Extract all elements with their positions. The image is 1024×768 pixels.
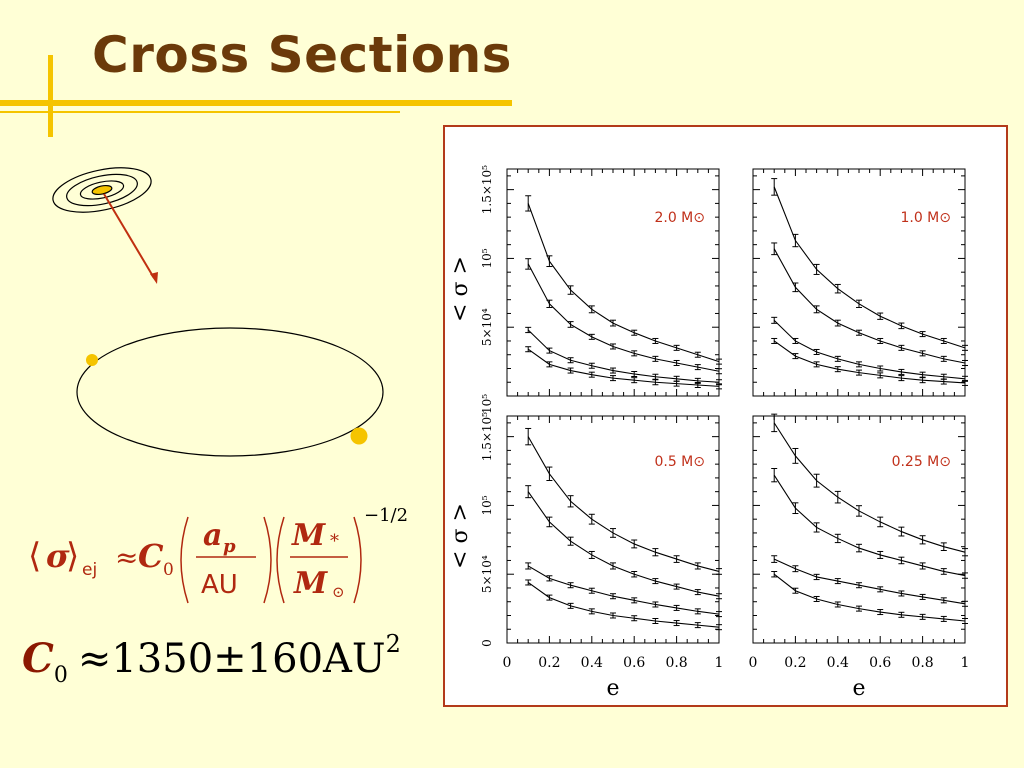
c0-result: C0 ≈1350±160AU2 xyxy=(22,630,401,688)
orbit-diagram xyxy=(52,167,384,457)
x-tick-label: 0.2 xyxy=(538,655,560,671)
x-tick-label: 0.8 xyxy=(665,655,687,671)
x-tick-label: 0.6 xyxy=(869,655,891,671)
formula-c: C xyxy=(138,537,164,575)
c0-sub: 0 xyxy=(53,663,68,688)
title-underline xyxy=(0,100,512,106)
c0-approx: ≈ xyxy=(77,636,112,682)
y-axis-label: < σ > xyxy=(448,503,473,569)
scattering-target-icon xyxy=(52,167,152,213)
x-tick-label: 1 xyxy=(715,655,724,671)
star-icon xyxy=(350,427,368,445)
panel-label: 2.0 M⊙ xyxy=(654,210,705,226)
series-line xyxy=(773,340,966,384)
formula-sigma: σ xyxy=(46,537,70,575)
title-underline-thin xyxy=(0,111,400,113)
series-line xyxy=(527,491,720,597)
y-tick-label: 1.5×10⁵ xyxy=(480,412,494,461)
formula-frac2-den-sub: ⊙ xyxy=(332,583,345,601)
y-tick-label: 10⁵ xyxy=(480,248,494,268)
formula-frac2-num: M xyxy=(291,518,326,553)
x-tick-label: 0.6 xyxy=(623,655,645,671)
x-tick-label: 1 xyxy=(961,655,970,671)
arrow-icon xyxy=(103,193,158,284)
panel-label: 0.25 M⊙ xyxy=(892,454,951,470)
title-vertical-accent xyxy=(48,55,53,137)
x-tick-label: 0.8 xyxy=(911,655,933,671)
y-tick-label: 5×10⁴ xyxy=(480,555,494,593)
series-line xyxy=(773,558,966,605)
series-line xyxy=(527,582,720,628)
series-line xyxy=(527,203,720,363)
y-tick-label: 10⁵ xyxy=(480,495,494,515)
x-tick-label: 0.4 xyxy=(581,655,603,671)
panel-label: 0.5 M⊙ xyxy=(654,454,705,470)
formula-frac1-num: a xyxy=(203,518,222,553)
figure-frame: 2.0 M⊙ 1.0 M⊙ 0.5 M⊙ 0.25 M⊙ 1.5×10⁵ 10⁵ 5×10⁴… xyxy=(443,125,1008,707)
formula-c-sub: 0 xyxy=(163,560,174,580)
orbit-ellipse xyxy=(76,327,384,457)
svg-text:⟨: ⟨ xyxy=(28,536,41,576)
x-tick-label: 0.2 xyxy=(784,655,806,671)
x-tick-label: 0 xyxy=(503,655,512,671)
y-tick-label: 1.5×10⁵ xyxy=(480,165,494,214)
c0-pm: ± xyxy=(213,636,247,682)
formula-exponent: −1/2 xyxy=(364,505,408,526)
formula-frac2-den: M xyxy=(293,566,328,601)
series-line xyxy=(527,348,720,387)
formula-frac1-num-sub: p xyxy=(223,536,236,557)
series-line xyxy=(773,422,966,553)
slide-title: Cross Sections xyxy=(92,26,512,84)
series-line xyxy=(527,565,720,615)
x-axis-label: e xyxy=(606,676,619,701)
formula-frac2-num-sub: * xyxy=(330,531,339,552)
series-line xyxy=(773,248,966,364)
series-line xyxy=(527,329,720,383)
y-tick-label: 10⁵ xyxy=(480,394,494,414)
series-line xyxy=(527,436,720,572)
panel-frame xyxy=(506,168,720,397)
c0-unit-power: 2 xyxy=(385,630,401,658)
y-axis-label: < σ > xyxy=(448,256,473,322)
y-tick-label: 5×10⁴ xyxy=(480,308,494,346)
series-line xyxy=(773,573,966,622)
c0-error: 160 xyxy=(246,636,324,682)
panel-label: 1.0 M⊙ xyxy=(900,210,951,226)
c0-value: 1350 xyxy=(111,636,214,682)
series-line xyxy=(773,186,966,349)
cross-section-chart: 2.0 M⊙ 1.0 M⊙0.5 M⊙ 0.25 M⊙1.5×10⁵10⁵5×10⁴… xyxy=(448,165,970,701)
formula-frac1-den: AU xyxy=(201,570,238,600)
formula-sigma-sub: ej xyxy=(82,560,97,580)
series-line xyxy=(773,474,966,577)
x-axis-label: e xyxy=(852,676,865,701)
planet-icon xyxy=(86,354,98,366)
y-tick-label: 0 xyxy=(480,639,494,647)
series-line xyxy=(527,263,720,372)
c0-unit: AU xyxy=(323,636,386,682)
series-line xyxy=(773,319,966,380)
formula-approx: ≈ xyxy=(115,541,138,574)
c0-symbol: C xyxy=(22,635,54,682)
svg-text:⟩: ⟩ xyxy=(66,536,79,576)
cross-section-formula: ⟨ σ ⟩ ej ≈ C 0 a p AU M * M ⊙ −1/2 xyxy=(28,505,408,604)
x-tick-label: 0.4 xyxy=(827,655,849,671)
x-tick-label: 0 xyxy=(749,655,758,671)
